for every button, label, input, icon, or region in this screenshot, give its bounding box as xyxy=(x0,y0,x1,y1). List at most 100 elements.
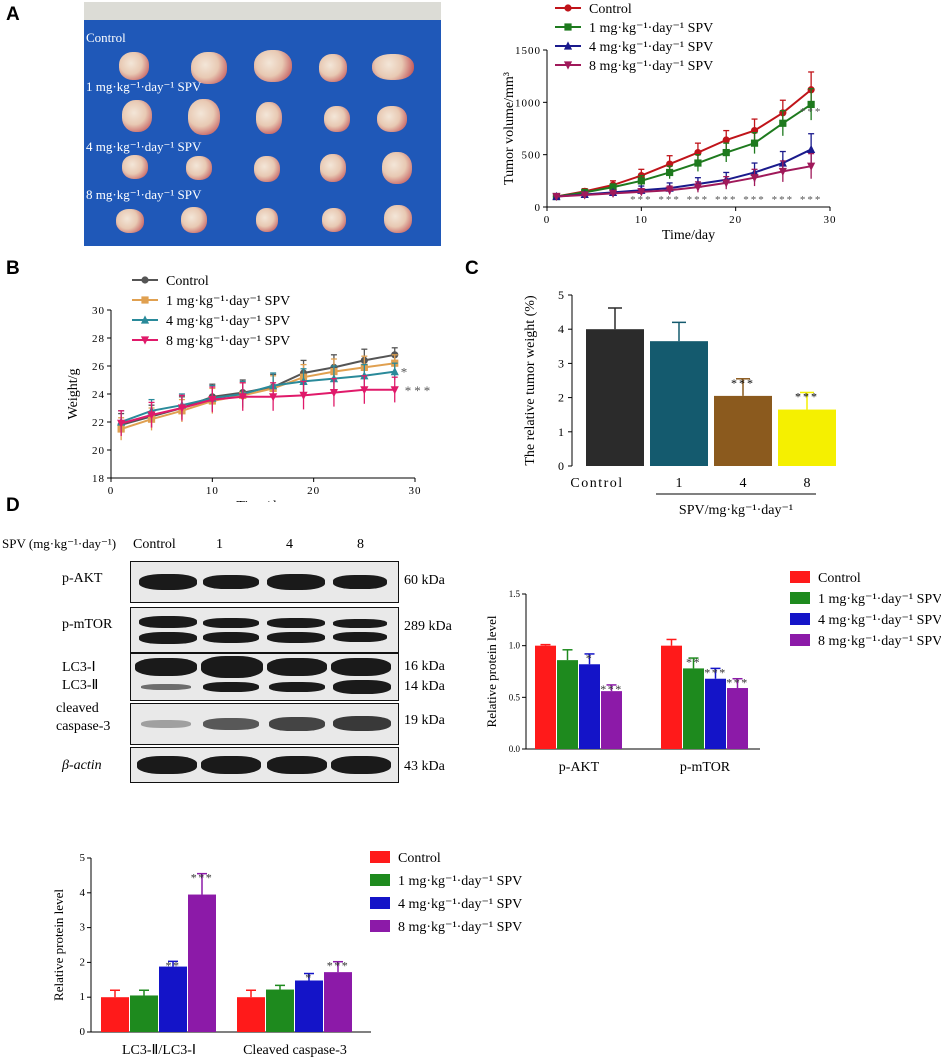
blot-row-actin xyxy=(130,747,399,783)
photo-row-label-4: 4 mg·kg⁻¹·day⁻¹ SPV xyxy=(86,139,202,154)
legend-label: Control xyxy=(398,851,441,866)
significance-marker: *** xyxy=(405,383,434,398)
chart-body-weight: 0 10 20 30 18 20 22 24 26 28 30 Time/day Weight/g Con… xyxy=(66,274,434,502)
tumor xyxy=(256,208,278,232)
legend-swatch xyxy=(790,592,810,604)
significance-marker: *** xyxy=(715,194,738,206)
data-point xyxy=(564,23,572,31)
significance-marker: *** xyxy=(731,376,755,390)
bar xyxy=(727,688,748,749)
x-tick-label: LC3-Ⅱ/LC3-Ⅰ xyxy=(122,1043,196,1058)
legend-label: 1 mg·kg⁻¹·day⁻¹ SPV xyxy=(818,592,941,607)
significance-marker: *** xyxy=(726,676,749,690)
tumor xyxy=(119,52,149,80)
x-tick-label: 20 xyxy=(307,485,320,497)
significance-marker: *** xyxy=(630,194,653,206)
legend-label: 8 mg·kg⁻¹·day⁻¹ SPV xyxy=(589,59,713,74)
tumor-photo: Control 1 mg·kg⁻¹·day⁻¹ SPV 4 mg·kg⁻¹·da… xyxy=(84,2,441,246)
legend-label: 4 mg·kg⁻¹·day⁻¹ SPV xyxy=(818,613,941,628)
y-tick-label: 0.5 xyxy=(509,692,521,702)
legend-label: Control xyxy=(818,571,861,586)
data-point xyxy=(238,393,247,402)
blot-kda-lc3ii: 14 kDa xyxy=(404,679,445,694)
x-tick-label: 4 xyxy=(740,476,747,491)
bar xyxy=(101,997,129,1032)
significance-marker: * xyxy=(305,971,313,985)
data-point xyxy=(177,404,187,413)
y-tick-label: 26 xyxy=(92,361,105,373)
blot-kda-pakt: 60 kDa xyxy=(404,573,445,588)
blot-label-actin: β-actin xyxy=(62,758,102,773)
tumor xyxy=(377,106,407,132)
data-point xyxy=(299,391,308,400)
tumor xyxy=(324,106,350,132)
x-tick-label: 0 xyxy=(108,485,115,497)
photo-row-label-8: 8 mg·kg⁻¹·day⁻¹ SPV xyxy=(86,187,202,202)
data-point xyxy=(329,389,339,398)
tumor xyxy=(319,54,347,82)
chart-tumor-weight: 0 1 2 3 4 5 The relative tumor weight (%) Contr… xyxy=(523,288,836,518)
tumor xyxy=(116,209,144,233)
significance-marker: *** xyxy=(800,194,823,206)
data-point xyxy=(390,386,399,395)
data-point xyxy=(637,188,646,197)
y-tick-label: 0 xyxy=(535,202,542,214)
series-line xyxy=(120,362,395,430)
blot-label-caspase: caspase-3 xyxy=(56,719,111,734)
y-tick-label: 5 xyxy=(558,288,564,302)
legend-label: 4 mg·kg⁻¹·day⁻¹ SPV xyxy=(589,40,713,55)
blot-header-label: SPV (mg·kg⁻¹·day⁻¹) xyxy=(2,536,117,551)
legend-label: 1 mg·kg⁻¹·day⁻¹ SPV xyxy=(166,294,290,309)
data-point xyxy=(147,411,156,420)
data-point xyxy=(563,61,573,70)
tumor xyxy=(122,100,152,132)
data-point xyxy=(208,396,217,405)
significance-marker: *** xyxy=(600,682,623,696)
tumor xyxy=(181,207,207,233)
series-line xyxy=(556,103,812,198)
y-tick-label: 5 xyxy=(80,852,86,864)
blot-kda-pmtor: 289 kDa xyxy=(404,619,452,634)
tumor xyxy=(254,50,292,82)
blot-label-lc3ii: LC3-Ⅱ xyxy=(62,678,99,693)
bar xyxy=(324,972,352,1032)
data-point xyxy=(140,315,150,324)
panel-label-a: A xyxy=(6,4,20,25)
y-tick-label: 0 xyxy=(80,1026,86,1038)
data-point xyxy=(390,367,399,376)
legend-label: Control xyxy=(166,274,209,289)
legend-swatch xyxy=(370,920,390,932)
legend-swatch xyxy=(370,897,390,909)
legend-swatch xyxy=(370,851,390,863)
x-tick-label: Cleaved caspase-3 xyxy=(243,1043,347,1058)
data-point xyxy=(750,139,759,147)
blot-label-pmtor: p-mTOR xyxy=(62,617,113,632)
significance-marker: ** xyxy=(686,655,701,669)
bar xyxy=(778,409,836,466)
data-point xyxy=(807,100,815,109)
data-point xyxy=(807,144,816,154)
blot-lane-1: 1 xyxy=(216,537,223,552)
legend-label: 1 mg·kg⁻¹·day⁻¹ SPV xyxy=(589,21,713,36)
y-axis-label: Relative protein level xyxy=(51,889,66,1001)
data-point xyxy=(778,167,787,177)
data-point xyxy=(552,192,561,202)
x-axis-label: Time/day xyxy=(236,499,289,502)
x-tick-label: p-AKT xyxy=(559,760,600,775)
significance-marker: *** xyxy=(658,194,681,206)
data-point xyxy=(665,186,674,195)
data-point xyxy=(722,179,731,188)
data-point xyxy=(637,177,645,185)
bar xyxy=(579,664,600,749)
y-tick-label: 1.0 xyxy=(509,641,521,651)
bar xyxy=(237,997,265,1032)
panel-label-b: B xyxy=(6,258,20,279)
y-tick-label: 22 xyxy=(92,417,105,429)
x-tick-label: 20 xyxy=(729,214,742,226)
blot-kda-lc3i: 16 kDa xyxy=(404,659,445,674)
significance-marker: *** xyxy=(327,959,350,973)
series-line xyxy=(556,165,812,198)
data-point xyxy=(779,119,787,127)
blot-row-lc3 xyxy=(130,653,399,701)
